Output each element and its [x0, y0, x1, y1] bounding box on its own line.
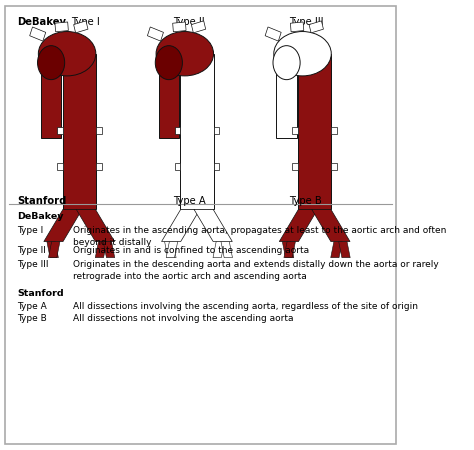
Text: Originates in and is confined to the ascending aorta: Originates in and is confined to the asc… — [73, 247, 310, 256]
Polygon shape — [213, 242, 225, 258]
Polygon shape — [173, 22, 186, 32]
Polygon shape — [55, 22, 68, 32]
Polygon shape — [292, 127, 298, 134]
Polygon shape — [292, 163, 298, 170]
Polygon shape — [331, 127, 337, 134]
Polygon shape — [63, 54, 96, 209]
Text: Stanford: Stanford — [18, 196, 67, 206]
Polygon shape — [331, 242, 342, 258]
Text: Type I: Type I — [18, 226, 44, 235]
Polygon shape — [180, 54, 213, 209]
Text: All dissections not involving the ascending aorta: All dissections not involving the ascend… — [73, 315, 294, 324]
Ellipse shape — [37, 45, 64, 80]
Polygon shape — [103, 242, 115, 258]
Text: Type A: Type A — [18, 302, 47, 311]
Polygon shape — [291, 22, 304, 32]
Polygon shape — [96, 127, 101, 134]
Polygon shape — [279, 209, 318, 242]
Polygon shape — [96, 163, 101, 170]
Text: Type III: Type III — [18, 260, 49, 269]
Text: Type II: Type II — [18, 247, 46, 256]
Polygon shape — [159, 54, 179, 138]
Polygon shape — [162, 209, 200, 242]
Polygon shape — [309, 21, 323, 33]
Polygon shape — [194, 209, 232, 242]
Text: Type III: Type III — [289, 17, 323, 27]
Polygon shape — [48, 242, 60, 258]
Polygon shape — [265, 27, 281, 41]
Polygon shape — [312, 209, 350, 242]
Polygon shape — [298, 54, 331, 209]
Text: Type I: Type I — [71, 17, 100, 27]
Polygon shape — [30, 27, 46, 41]
Text: Type II: Type II — [173, 17, 205, 27]
Polygon shape — [95, 242, 107, 258]
Text: DeBakey: DeBakey — [18, 212, 64, 221]
Polygon shape — [76, 209, 115, 242]
Text: Stanford: Stanford — [18, 288, 64, 297]
Polygon shape — [147, 27, 164, 41]
Polygon shape — [57, 127, 63, 134]
Text: Type A: Type A — [173, 196, 206, 206]
Text: Originates in the ascending aorta, propagates at least to the aortic arch and of: Originates in the ascending aorta, propa… — [73, 226, 447, 247]
Polygon shape — [174, 127, 180, 134]
Polygon shape — [213, 127, 219, 134]
Polygon shape — [47, 242, 58, 258]
Polygon shape — [276, 54, 297, 138]
Polygon shape — [44, 209, 82, 242]
Polygon shape — [221, 242, 232, 258]
Ellipse shape — [274, 32, 331, 76]
Polygon shape — [339, 242, 350, 258]
Polygon shape — [191, 21, 206, 33]
Polygon shape — [283, 242, 294, 258]
Polygon shape — [166, 242, 178, 258]
Ellipse shape — [155, 45, 182, 80]
Text: Originates in the descending aorta and extends distally down the aorta or rarely: Originates in the descending aorta and e… — [73, 260, 439, 281]
Text: All dissections involving the ascending aorta, regardless of the site of origin: All dissections involving the ascending … — [73, 302, 418, 311]
Polygon shape — [284, 242, 295, 258]
Ellipse shape — [38, 32, 96, 76]
Text: DeBakey: DeBakey — [18, 17, 66, 27]
Ellipse shape — [273, 45, 300, 80]
Text: Type B: Type B — [18, 315, 47, 324]
Polygon shape — [331, 163, 337, 170]
Polygon shape — [164, 242, 176, 258]
Text: Type B: Type B — [289, 196, 321, 206]
Polygon shape — [213, 163, 219, 170]
Polygon shape — [174, 163, 180, 170]
Polygon shape — [57, 163, 63, 170]
Polygon shape — [41, 54, 61, 138]
Ellipse shape — [156, 32, 213, 76]
Polygon shape — [73, 21, 88, 33]
